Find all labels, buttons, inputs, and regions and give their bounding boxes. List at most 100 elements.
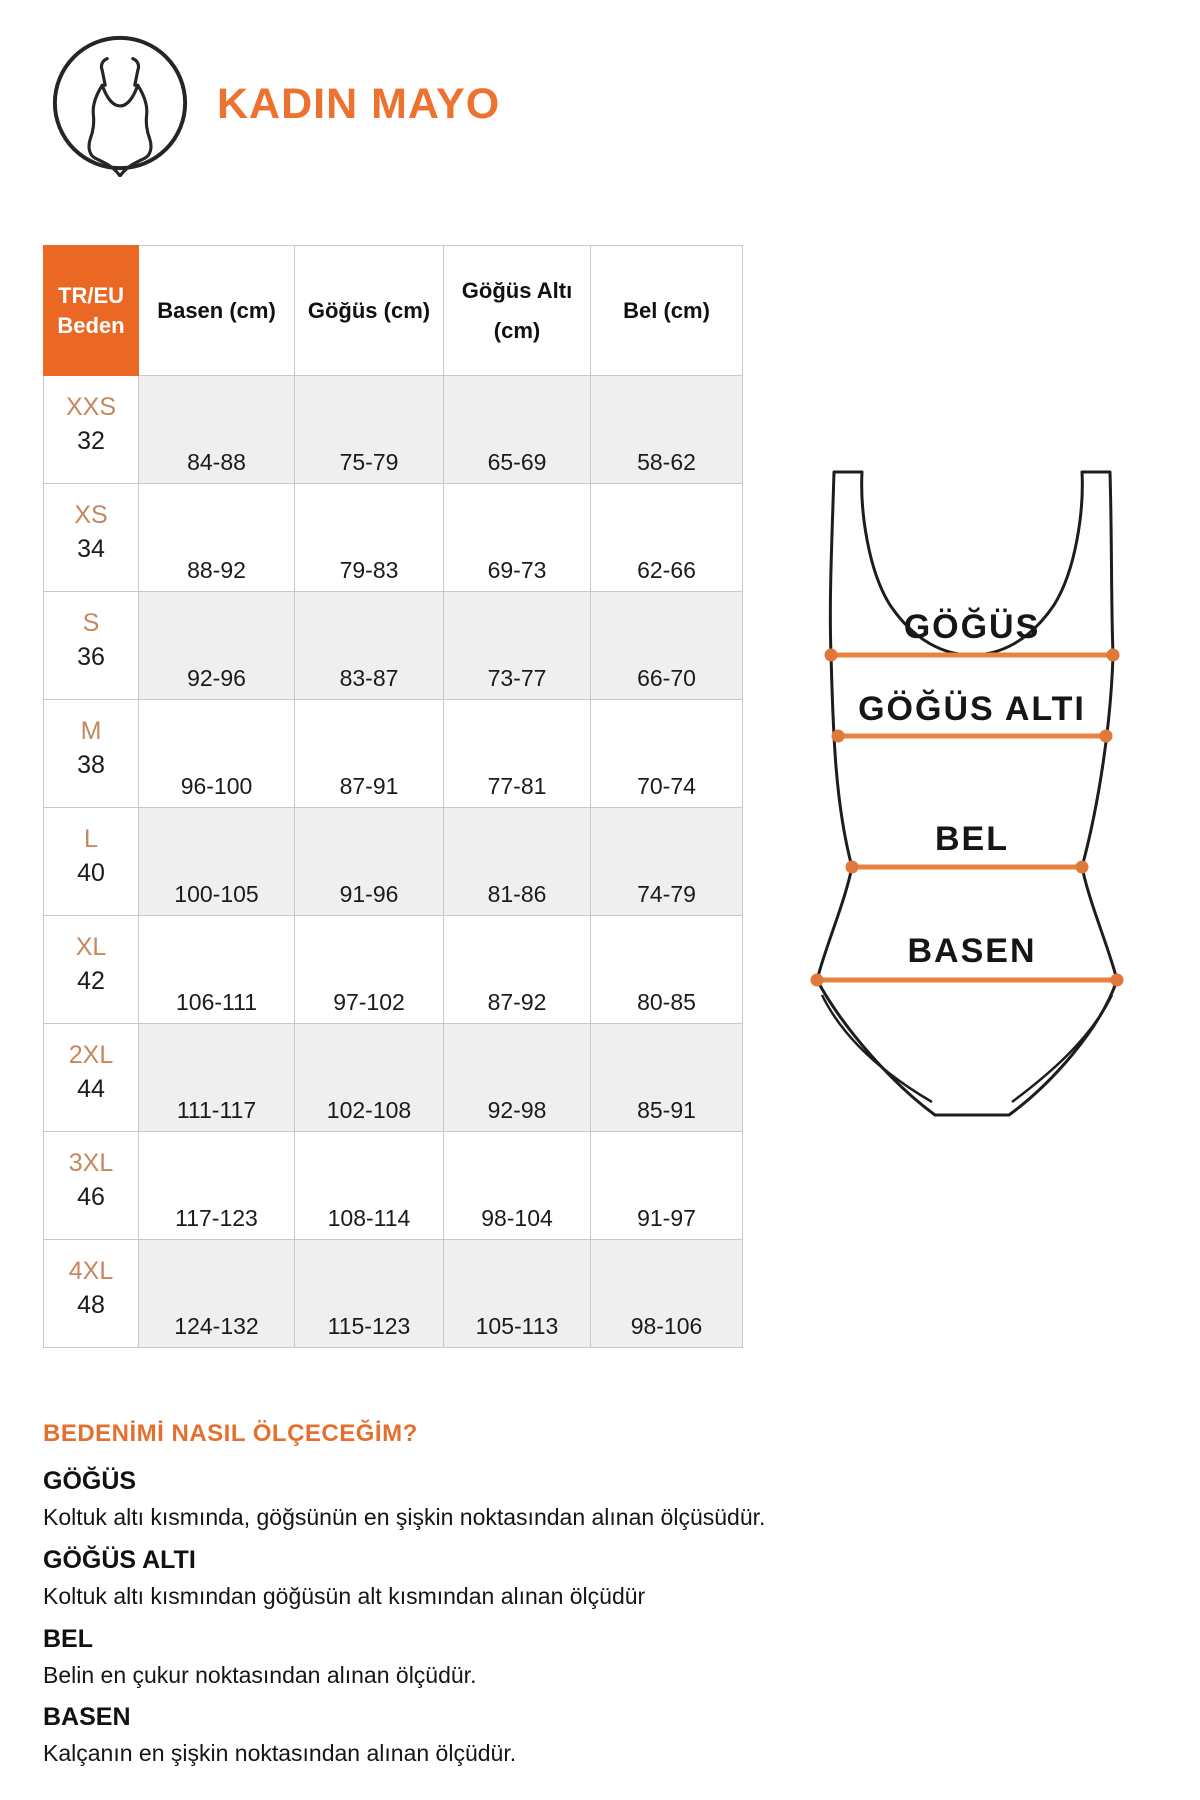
size-cell: M 38	[43, 699, 139, 808]
measurement-value: 70-74	[590, 699, 743, 808]
measurement-value: 105-113	[443, 1239, 591, 1348]
leg-edge-right	[1011, 994, 1114, 1103]
table-row: XXS 32 84-88 75-79 65-69 58-62	[43, 375, 743, 484]
gogus-label: GÖĞÜS	[904, 608, 1041, 646]
measurement-value: 88-92	[138, 483, 295, 592]
size-cell: 4XL 48	[43, 1239, 139, 1348]
measurement-value: 85-91	[590, 1023, 743, 1132]
eu-size: 38	[77, 751, 105, 779]
guide-description: Koltuk altı kısmından göğüsün alt kısmın…	[43, 1582, 646, 1609]
measurement-value: 83-87	[294, 591, 444, 700]
size-cell: XS 34	[43, 483, 139, 592]
measurement-value: 111-117	[138, 1023, 295, 1132]
measurement-value: 92-98	[443, 1023, 591, 1132]
measurement-value: 98-106	[590, 1239, 743, 1348]
guide-term: BEL	[43, 1624, 93, 1653]
eu-size: 32	[77, 427, 105, 455]
size-label: 2XL	[68, 1041, 114, 1069]
measurement-value: 79-83	[294, 483, 444, 592]
swimsuit-measure-diagram: GÖĞÜS GÖĞÜS ALTI BEL BASEN	[810, 470, 1124, 1117]
measurement-value: 65-69	[443, 375, 591, 484]
measurement-value: 74-79	[590, 807, 743, 916]
table-row: XS 34 88-92 79-83 69-73 62-66	[43, 483, 743, 592]
eu-size: 42	[77, 967, 105, 995]
column-header-bel: Bel (cm)	[590, 245, 743, 376]
icon-circle	[52, 35, 188, 171]
size-table-body: XXS 32 84-88 75-79 65-69 58-62 XS 34 88-92 79-83 6…	[43, 375, 743, 1348]
measure-line-dots	[810, 648, 1124, 987]
size-table: TR/EU Beden Basen (cm) Göğüs (cm) Göğüs …	[43, 245, 743, 1348]
measurement-value: 115-123	[294, 1239, 444, 1348]
table-header-row: TR/EU Beden Basen (cm) Göğüs (cm) Göğüs …	[43, 245, 743, 376]
swimsuit-outline	[815, 470, 1119, 1117]
table-row: S 36 92-96 83-87 73-77 66-70	[43, 591, 743, 700]
table-row: XL 42 106-111 97-102 87-92 80-85	[43, 915, 743, 1024]
table-row: 4XL 48 124-132 115-123 105-113 98-106	[43, 1239, 743, 1348]
measurement-value: 69-73	[443, 483, 591, 592]
eu-size: 48	[77, 1291, 105, 1319]
bel-label: BEL	[935, 820, 1009, 858]
measurement-value: 100-105	[138, 807, 295, 916]
measure-lines	[817, 652, 1117, 983]
measurement-value: 62-66	[590, 483, 743, 592]
measurement-value: 87-91	[294, 699, 444, 808]
guide-description: Belin en çukur noktasından alınan ölçüdü…	[43, 1661, 477, 1688]
page-title: KADIN MAYO	[217, 80, 501, 128]
guide-term: GÖĞÜS ALTI	[43, 1545, 196, 1574]
guide-term: BASEN	[43, 1703, 131, 1732]
guide-heading: BEDENİMİ NASIL ÖLÇECEĞİM?	[43, 1420, 418, 1447]
measurement-value: 75-79	[294, 375, 444, 484]
table-row: M 38 96-100 87-91 77-81 70-74	[43, 699, 743, 808]
measurement-value: 97-102	[294, 915, 444, 1024]
measurement-value: 81-86	[443, 807, 591, 916]
size-label: S	[82, 609, 100, 637]
measurement-value: 96-100	[138, 699, 295, 808]
gogus-alti-label: GÖĞÜS ALTI	[858, 690, 1086, 728]
measurement-value: 58-62	[590, 375, 743, 484]
size-label: M	[80, 717, 102, 745]
eu-size: 34	[77, 535, 105, 563]
column-header-gogus-alti: Göğüs Altı (cm)	[443, 245, 591, 376]
column-header-gogus: Göğüs (cm)	[294, 245, 444, 376]
size-label: 4XL	[68, 1257, 114, 1285]
guide-term: GÖĞÜS	[43, 1467, 137, 1495]
measurement-value: 92-96	[138, 591, 295, 700]
column-header-beden: TR/EU Beden	[43, 245, 139, 376]
eu-size: 36	[77, 643, 105, 671]
eu-size: 44	[77, 1075, 105, 1103]
measurement-value: 80-85	[590, 915, 743, 1024]
guide-description: Kalçanın en şişkin noktasından alınan öl…	[43, 1740, 517, 1767]
measurement-value: 77-81	[443, 699, 591, 808]
table-row: L 40 100-105 91-96 81-86 74-79	[43, 807, 743, 916]
measurement-value: 108-114	[294, 1131, 444, 1240]
size-label: XL	[75, 933, 107, 961]
guide-items: GÖĞÜS Koltuk altı kısmında, göğsünün en ş…	[43, 1466, 843, 1768]
basen-label: BASEN	[907, 932, 1036, 970]
measurement-value: 66-70	[590, 591, 743, 700]
measurement-value: 98-104	[443, 1131, 591, 1240]
size-cell: L 40	[43, 807, 139, 916]
measurement-value: 87-92	[443, 915, 591, 1024]
eu-size: 40	[77, 859, 105, 887]
measurement-value: 91-97	[590, 1131, 743, 1240]
measuring-guide: BEDENİMİ NASIL ÖLÇECEĞİM? GÖĞÜS Koltuk al…	[43, 1420, 843, 1768]
measurement-value: 117-123	[138, 1131, 295, 1240]
woman-swimsuit-icon	[52, 35, 188, 177]
size-cell: S 36	[43, 591, 139, 700]
eu-size: 46	[77, 1183, 105, 1211]
leg-edge-left	[820, 994, 933, 1104]
table-row: 3XL 46 117-123 108-114 98-104 91-97	[43, 1131, 743, 1240]
size-label: XXS	[65, 393, 117, 421]
measurement-value: 84-88	[138, 375, 295, 484]
size-label: 3XL	[68, 1149, 114, 1177]
size-cell: XL 42	[43, 915, 139, 1024]
table-row: 2XL 44 111-117 102-108 92-98 85-91	[43, 1023, 743, 1132]
measurement-value: 124-132	[138, 1239, 295, 1348]
size-cell: 3XL 46	[43, 1131, 139, 1240]
guide-description: Koltuk altı kısmında, göğsünün en şişkin…	[43, 1504, 766, 1530]
size-label: L	[84, 825, 98, 853]
measurement-value: 106-111	[138, 915, 295, 1024]
size-cell: XXS 32	[43, 375, 139, 484]
size-label: XS	[74, 501, 108, 529]
